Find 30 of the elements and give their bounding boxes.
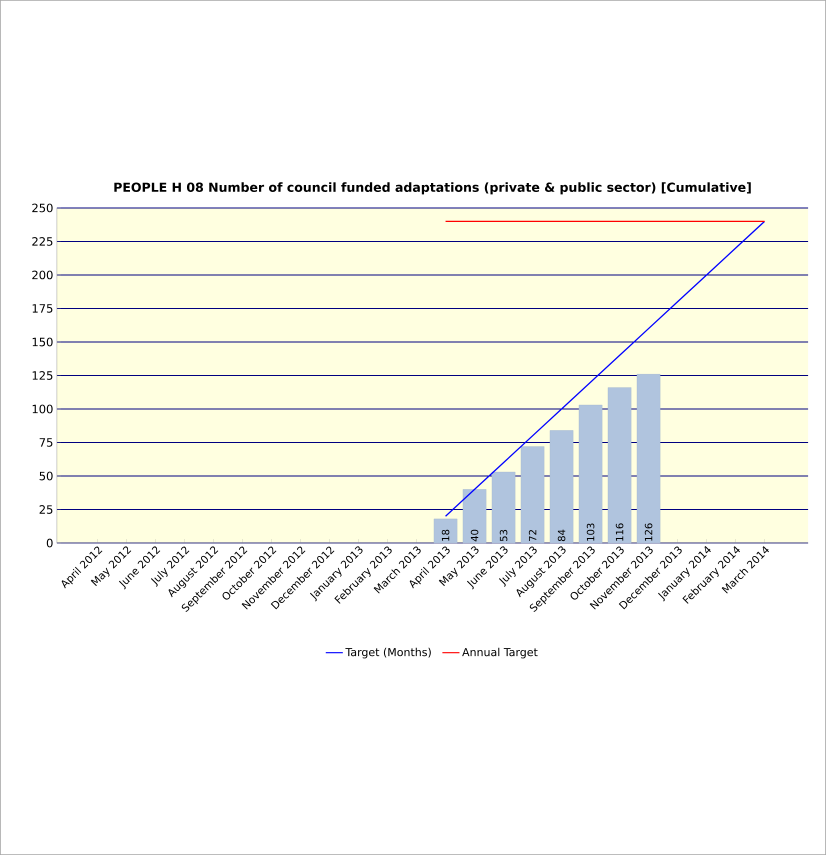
data-label: 72 — [528, 530, 536, 542]
y-tick-label: 150 — [32, 338, 53, 346]
y-tick-label: 100 — [32, 404, 53, 414]
data-label: 103 — [586, 524, 594, 541]
y-tick-label: 200 — [32, 270, 53, 280]
y-tick-label: 25 — [40, 505, 52, 514]
legend-label: Annual Target — [462, 648, 538, 658]
bar — [550, 430, 574, 544]
bar — [608, 387, 632, 544]
data-label: 18 — [442, 530, 450, 541]
data-label: 84 — [558, 530, 566, 542]
y-tick-label: 50 — [40, 472, 53, 480]
bar — [462, 489, 486, 544]
y-tick-label: 175 — [32, 304, 52, 313]
data-label: 53 — [500, 530, 508, 542]
data-label: 116 — [616, 523, 624, 541]
bar — [434, 518, 458, 544]
data-label: 126 — [644, 523, 652, 541]
y-tick-label: 75 — [40, 438, 52, 447]
bar — [520, 446, 544, 544]
y-tick-label: 125 — [32, 371, 52, 380]
chart-title: PEOPLE H 08 Number of council funded adaptations (private & public sector) [Cumulative] — [114, 182, 751, 194]
y-tick-label: 250 — [32, 204, 53, 212]
bar — [636, 374, 660, 544]
y-tick-label: 225 — [32, 237, 52, 246]
legend-label: Target (Months) — [345, 648, 431, 658]
y-tick-label: 0 — [46, 538, 53, 548]
bar — [492, 472, 516, 544]
bar — [578, 404, 602, 544]
data-label: 40 — [470, 530, 478, 542]
